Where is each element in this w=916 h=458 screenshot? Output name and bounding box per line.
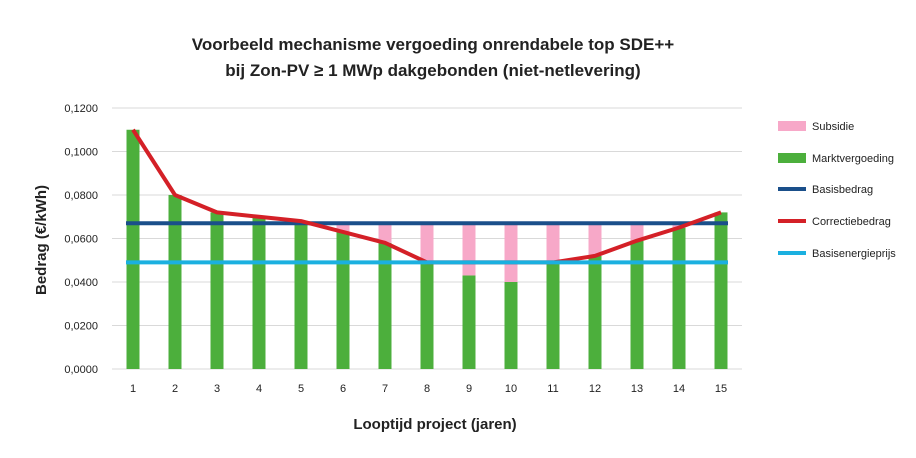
marktvergoeding-bar	[714, 212, 728, 369]
marktvergoeding-bar	[420, 262, 434, 369]
y-axis-ticks: 0,0000 0,0200 0,0400 0,0600 0,0800 0,1000 0,12…	[64, 103, 98, 376]
x-tick-label: 8	[424, 383, 430, 395]
y-axis-title: Bedrag (€/kWh)	[33, 185, 50, 295]
y-tick-label: 0,0600	[64, 234, 98, 246]
legend-label: Correctiebedrag	[812, 216, 891, 228]
marktvergoeding-bar	[294, 221, 308, 369]
marktvergoeding-bar	[378, 242, 392, 369]
marktvergoeding-bar	[630, 240, 644, 369]
x-tick-label: 6	[340, 383, 346, 395]
subsidie-bar	[504, 223, 518, 282]
x-tick-label: 1	[130, 383, 136, 395]
x-axis-ticks: 1 2 3 4 5 6 7 8 9 10 11 12 13 14 15	[130, 383, 727, 395]
subsidie-bar	[672, 223, 686, 228]
chart-title-line-1: Voorbeeld mechanisme vergoeding onrendab…	[192, 35, 674, 54]
subsidie-bar	[336, 223, 350, 232]
marktvergoeding-bar	[546, 262, 560, 369]
y-tick-label: 0,0800	[64, 190, 98, 202]
x-tick-label: 13	[631, 383, 643, 395]
legend-label: Subsidie	[812, 121, 854, 133]
x-tick-label: 2	[172, 383, 178, 395]
x-tick-label: 12	[589, 383, 601, 395]
x-tick-label: 15	[715, 383, 727, 395]
x-tick-label: 14	[673, 383, 685, 395]
legend-label: Marktvergoeding	[812, 153, 894, 165]
subsidie-bar	[462, 223, 476, 276]
x-axis-title: Looptijd project (jaren)	[353, 416, 516, 433]
marktvergoeding-bar	[672, 227, 686, 369]
y-tick-label: 0,0200	[64, 321, 98, 333]
marktvergoeding-bar	[588, 255, 602, 369]
y-tick-label: 0,1200	[64, 103, 98, 115]
subsidie-bar	[546, 223, 560, 263]
x-tick-label: 3	[214, 383, 220, 395]
series-lines	[126, 128, 728, 265]
y-tick-label: 0,0000	[64, 364, 98, 376]
x-tick-label: 5	[298, 383, 304, 395]
chart-title-line-2: bij Zon-PV ≥ 1 MWp dakgebonden (niet-net…	[225, 61, 640, 80]
legend-swatch	[778, 153, 806, 163]
legend-swatch	[778, 121, 806, 131]
x-tick-label: 4	[256, 383, 262, 395]
x-tick-label: 10	[505, 383, 517, 395]
subsidie-bar	[630, 223, 644, 241]
x-tick-label: 9	[466, 383, 472, 395]
legend-label: Basisenergieprijs	[812, 248, 896, 260]
marktvergoeding-bar	[336, 231, 350, 369]
marktvergoeding-bar	[210, 212, 224, 369]
y-tick-label: 0,0400	[64, 277, 98, 289]
legend-label: Basisbedrag	[812, 184, 873, 196]
x-tick-label: 7	[382, 383, 388, 395]
subsidie-bar	[378, 223, 392, 243]
marktvergoeding-bar	[462, 275, 476, 369]
marktvergoeding-bar	[126, 129, 140, 369]
x-tick-label: 11	[547, 383, 558, 395]
y-tick-label: 0,1000	[64, 147, 98, 159]
marktvergoeding-bar	[252, 216, 266, 369]
subsidie-bar	[420, 223, 434, 263]
subsidie-bar	[588, 223, 602, 256]
bars	[126, 129, 728, 369]
legend: Subsidie Marktvergoeding Basisbedrag Correc…	[778, 121, 896, 260]
marktvergoeding-bar	[168, 195, 182, 369]
marktvergoeding-bar	[504, 282, 518, 369]
